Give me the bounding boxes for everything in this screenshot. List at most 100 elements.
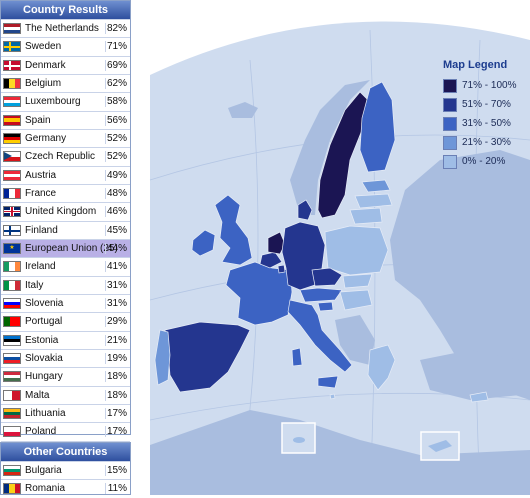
country-percent: 52% xyxy=(105,151,127,163)
country-row-fi: Finland 45% xyxy=(1,220,130,239)
country-percent: 82% xyxy=(105,23,127,34)
country-name: United Kingdom xyxy=(25,206,97,218)
country-row-pl: Poland 17% xyxy=(1,422,130,440)
country-lv xyxy=(354,193,393,209)
country-row-de: Germany 52% xyxy=(1,128,130,147)
country-row-eu: ★ European Union (25) 44% xyxy=(1,238,130,258)
inset-cyprus-island xyxy=(428,440,452,452)
country-results-panel: Country Results The Netherlands 82% Sweden… xyxy=(0,0,131,493)
country-cy xyxy=(469,391,489,403)
country-percent: 69% xyxy=(105,59,127,71)
country-name: European Union (25) xyxy=(25,242,118,254)
country-si xyxy=(317,301,334,312)
country-row-sk: Slovakia 19% xyxy=(1,348,130,367)
legend-item: 31% - 50% xyxy=(443,116,528,132)
flag-icon-sk xyxy=(3,352,21,364)
flag-icon-si xyxy=(3,297,21,309)
country-percent: 18% xyxy=(105,371,127,383)
country-percent: 15% xyxy=(105,465,127,476)
flag-icon-se xyxy=(3,41,21,53)
country-percent: 48% xyxy=(105,187,127,199)
country-percent: 62% xyxy=(105,77,127,89)
flag-icon-es xyxy=(3,114,21,126)
flag-icon-pt xyxy=(3,316,21,328)
country-percent: 11% xyxy=(105,483,129,495)
country-percent: 19% xyxy=(105,352,127,364)
country-name: Estonia xyxy=(25,334,59,346)
land-iceland xyxy=(228,102,258,118)
country-percent: 29% xyxy=(105,316,127,328)
legend-item: 51% - 70% xyxy=(443,97,528,113)
flag-icon-gb xyxy=(3,206,21,218)
country-ie xyxy=(191,229,216,257)
country-name: Slovenia xyxy=(25,297,64,309)
land-turkey xyxy=(420,350,520,400)
country-name: Ireland xyxy=(25,261,56,273)
country-name: Luxembourg xyxy=(25,96,81,108)
other-countries-panel: Other Countries Bulgaria 15% Romania 11% xyxy=(0,442,131,495)
country-percent: 52% xyxy=(105,132,127,144)
country-percent: 56% xyxy=(105,114,127,126)
country-fi xyxy=(359,81,396,173)
country-name: The Netherlands xyxy=(25,23,99,34)
country-results-title: Country Results xyxy=(1,1,130,19)
country-percent: 58% xyxy=(105,96,127,108)
country-ee xyxy=(361,179,391,193)
country-row-si: Slovenia 31% xyxy=(1,293,130,312)
country-name: Romania xyxy=(25,483,66,495)
country-name: Italy xyxy=(25,279,44,291)
legend-swatch xyxy=(443,155,457,169)
flag-icon-ie xyxy=(3,261,21,273)
legend-item: 21% - 30% xyxy=(443,135,528,151)
country-row-ro: Romania 11% xyxy=(1,479,130,497)
flag-icon-nl xyxy=(3,23,21,34)
country-percent: 49% xyxy=(105,169,127,181)
land-balkans xyxy=(335,315,375,365)
country-percent: 41% xyxy=(105,261,127,273)
legend-title: Map Legend xyxy=(443,59,508,71)
country-row-fr: France 48% xyxy=(1,183,130,202)
land-russia-east xyxy=(390,150,530,400)
country-row-mt: Malta 18% xyxy=(1,385,130,404)
legend-item: 71% - 100% xyxy=(443,78,528,94)
other-countries-title: Other Countries xyxy=(1,443,130,461)
country-name: Bulgaria xyxy=(25,465,62,476)
country-row-bg: Bulgaria 15% xyxy=(1,461,130,479)
country-percent: 17% xyxy=(105,426,127,438)
legend-swatch xyxy=(443,98,457,112)
flag-icon-bg xyxy=(3,465,21,476)
legend-item: 0% - 20% xyxy=(443,154,528,170)
country-row-se: Sweden 71% xyxy=(1,37,130,55)
flag-icon-be xyxy=(3,77,21,89)
legend-label: 31% - 50% xyxy=(462,118,511,129)
country-cz xyxy=(311,267,343,287)
country-pt xyxy=(154,329,171,386)
country-row-es: Spain 56% xyxy=(1,110,130,129)
legend-label: 51% - 70% xyxy=(462,99,511,110)
legend-swatch xyxy=(443,117,457,131)
country-pl xyxy=(324,225,389,276)
flag-icon-eu: ★ xyxy=(3,242,21,254)
country-name: Hungary xyxy=(25,371,63,383)
country-name: Sweden xyxy=(25,41,62,53)
country-row-lt: Lithuania 17% xyxy=(1,403,130,422)
country-name: Spain xyxy=(25,114,51,126)
flag-icon-dk xyxy=(3,59,21,71)
country-lu xyxy=(277,264,286,274)
country-row-ie: Ireland 41% xyxy=(1,257,130,275)
country-lt xyxy=(349,207,383,225)
other-countries-list: Bulgaria 15% Romania 11% xyxy=(1,461,130,498)
country-row-dk: Denmark 69% xyxy=(1,55,130,74)
country-results-list: The Netherlands 82% Sweden 71% Denmark 69% Bel… xyxy=(1,19,130,496)
flag-icon-lt xyxy=(3,407,21,419)
legend-label: 21% - 30% xyxy=(462,137,511,148)
flag-icon-at xyxy=(3,169,21,181)
country-mt xyxy=(329,393,336,400)
country-name: Portugal xyxy=(25,316,63,328)
flag-icon-it xyxy=(3,279,21,291)
legend-swatch xyxy=(443,136,457,150)
country-name: Malta xyxy=(25,389,50,401)
country-row-cz: Czech Republic 52% xyxy=(1,147,130,165)
country-name: Germany xyxy=(25,132,67,144)
